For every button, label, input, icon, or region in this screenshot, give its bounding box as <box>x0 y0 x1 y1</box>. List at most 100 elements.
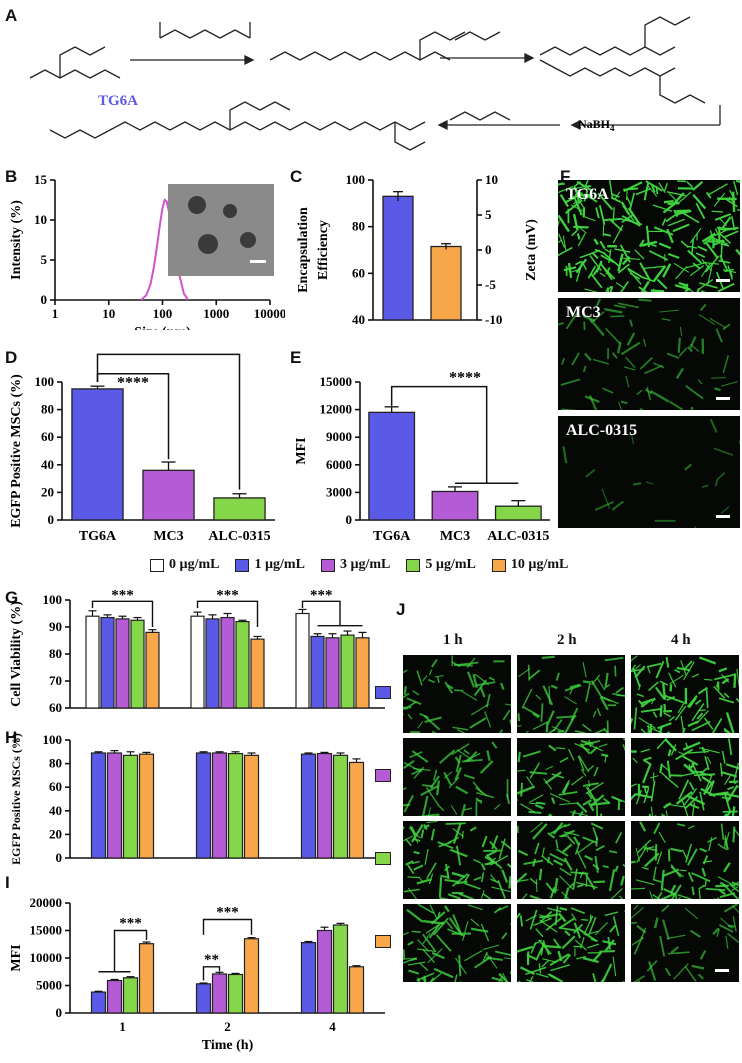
d-category-label: ALC-0315 <box>208 529 270 544</box>
g-bar <box>220 616 235 709</box>
b-x-label: Size (nm) <box>134 325 191 330</box>
cell-fluorescence <box>517 738 625 816</box>
c-yl-tick-label: 60 <box>352 265 365 280</box>
panel-label-c: C <box>290 167 303 186</box>
d-category-label: MC3 <box>153 529 183 544</box>
micrograph-f: TG6A <box>558 180 740 292</box>
i-sig-bracket <box>202 966 221 981</box>
micrograph-j <box>631 821 739 899</box>
legend-swatch <box>150 558 164 572</box>
cell-fluorescence <box>403 741 511 816</box>
e-y-label: MFI <box>294 437 309 464</box>
j-row-swatch <box>375 852 391 865</box>
b-x-tick-label: 100 <box>153 306 173 321</box>
g-bar <box>355 637 370 709</box>
d-tick-label: 100 <box>35 374 55 389</box>
cell-fluorescence <box>403 904 511 982</box>
d-sig-label: **** <box>117 375 149 392</box>
scale-bar <box>716 397 730 400</box>
micrograph-j <box>631 904 739 982</box>
legend-item: 10 µg/mL <box>491 557 569 573</box>
cell-fluorescence <box>562 418 740 528</box>
j-row-swatch <box>375 769 391 782</box>
i-bar <box>138 943 155 1014</box>
g-tick-label: 100 <box>43 592 63 607</box>
h-bar <box>195 752 212 859</box>
b-y-tick-label: 5 <box>41 252 48 267</box>
cell-fluorescence <box>517 905 625 982</box>
i-sig-label: ** <box>204 952 219 968</box>
d-bar <box>142 469 195 521</box>
g-y-label: Cell Viability (%) <box>9 601 24 707</box>
legend-item: 1 µg/mL <box>235 557 305 573</box>
i-bar <box>90 991 107 1014</box>
c-yr-tick-label: 10 <box>485 172 498 187</box>
b-y-tick-label: 15 <box>34 172 48 187</box>
c-yr-tick-label: -10 <box>485 312 502 327</box>
b-y-tick-label: 10 <box>34 212 47 227</box>
micrograph-label: ALC-0315 <box>566 422 638 439</box>
g-tick-label: 80 <box>49 646 62 661</box>
e-tick-label: 6000 <box>326 457 352 472</box>
legend-swatch <box>320 558 335 572</box>
g-sig-bracket <box>91 600 154 627</box>
cell-fluorescence <box>558 180 740 292</box>
e-category-label: ALC-0315 <box>487 529 549 544</box>
i-tick-label: 10000 <box>30 950 63 965</box>
e-sig-bracket <box>390 385 488 484</box>
d-sig-label: **** <box>153 352 185 354</box>
legend-label: 10 µg/mL <box>510 557 569 572</box>
panel-label-h: H <box>5 728 18 747</box>
cell-fluorescence <box>558 298 738 410</box>
i-category-label: 4 <box>329 1019 336 1034</box>
chart-h-egfp: 0 20 40 60 80 100 EGFP Positive MSCs (%) <box>9 732 385 865</box>
g-sig-bracket <box>196 600 259 627</box>
d-tick-label: 20 <box>41 484 54 499</box>
b-x-tick-label: 1000 <box>203 306 229 321</box>
c-yl-tick-label: 100 <box>346 172 366 187</box>
panel-label-d: D <box>5 348 18 367</box>
panel-label-f: F <box>560 167 571 186</box>
h-tick-label: 0 <box>56 850 63 865</box>
g-bar <box>235 620 250 709</box>
i-bar <box>243 938 260 1014</box>
i-sig-bracket <box>202 918 253 935</box>
b-x-tick-label: 1 <box>52 306 59 321</box>
b-x-tick-label: 10 <box>102 306 115 321</box>
panel-label-e: E <box>290 348 302 367</box>
concentration-legend: 0 µg/mL 1 µg/mL 3 µg/mL 5 µg/mL 10 µg/mL <box>150 557 568 573</box>
i-x-label: Time (h) <box>202 1038 254 1053</box>
cell-fluorescence <box>517 821 625 899</box>
e-tick-label: 9000 <box>326 429 352 444</box>
legend-item: 5 µg/mL <box>406 557 476 573</box>
c-yr-tick-label: -5 <box>485 277 496 292</box>
c-y-label: Encapsulation <box>296 207 311 293</box>
reagent-label: NaBH4 <box>578 117 615 133</box>
panel-label-a: A <box>5 6 18 25</box>
g-tick-label: 90 <box>49 619 62 634</box>
legend-item: 0 µg/mL <box>150 557 219 573</box>
panel-label-b: B <box>5 167 18 186</box>
legend-label: 0 µg/mL <box>169 557 220 572</box>
i-tick-label: 20000 <box>30 895 63 910</box>
d-tick-label: 40 <box>41 457 54 472</box>
i-bar <box>227 973 244 1014</box>
h-bar <box>348 761 365 859</box>
cell-fluorescence <box>517 655 625 733</box>
micrograph-j <box>403 655 511 733</box>
d-y-label: EGFP Positive MSCs (%) <box>9 374 24 528</box>
c-yl-tick-label: 80 <box>352 219 365 234</box>
e-bar <box>368 411 416 521</box>
e-bar <box>431 490 479 521</box>
c-yr-tick-label: 5 <box>485 207 492 222</box>
cell-fluorescence <box>403 821 511 899</box>
g-bar <box>310 635 325 709</box>
legend-label: 1 µg/mL <box>254 557 305 572</box>
d-bar <box>71 388 124 521</box>
cell-fluorescence <box>631 738 739 816</box>
g-bar <box>340 634 355 709</box>
i-tick-label: 15000 <box>30 923 63 938</box>
d-tick-label: 60 <box>41 429 54 444</box>
c-yr-tick-label: 0 <box>485 242 492 257</box>
scale-bar <box>716 279 730 282</box>
